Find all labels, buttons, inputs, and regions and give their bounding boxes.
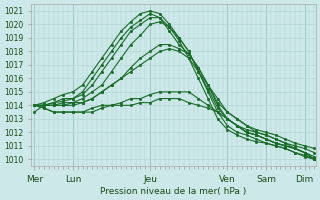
X-axis label: Pression niveau de la mer( hPa ): Pression niveau de la mer( hPa ) [100, 187, 247, 196]
